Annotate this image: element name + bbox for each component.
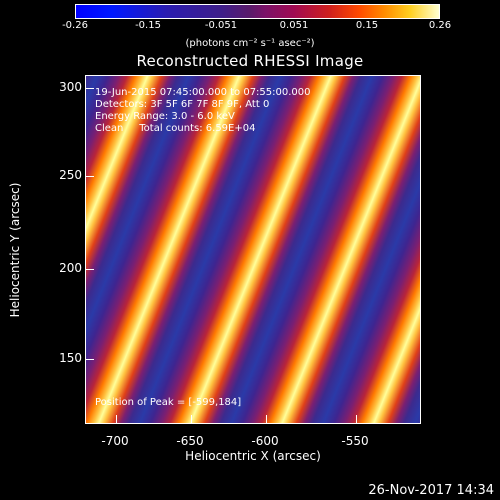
colorbar-tick: 0.26	[428, 20, 452, 31]
timestamp-footer: 26-Nov-2017 14:34	[368, 483, 494, 498]
colorbar-tick: -0.15	[135, 20, 161, 31]
x-tick-mark	[191, 415, 192, 423]
peak-position: Position of Peak = [-599,184]	[95, 397, 242, 408]
y-tick-label: 150	[59, 351, 82, 365]
y-tick-label: 200	[59, 261, 82, 275]
info-line-energy: Energy Range: 3.0 - 6.0 keV	[95, 111, 235, 122]
y-tick-mark	[86, 88, 94, 89]
y-tick-mark	[86, 269, 94, 270]
image-title: Reconstructed RHESSI Image	[136, 52, 364, 70]
y-axis-label: Heliocentric Y (arcsec)	[8, 182, 22, 318]
colorbar-tick: -0.051	[204, 20, 238, 31]
x-tick-label: -550	[341, 434, 369, 448]
colorbar	[75, 4, 440, 19]
info-line-time: 19-Jun-2015 07:45:00.000 to 07:55:00.000	[95, 87, 311, 98]
info-line-detectors: Detectors: 3F 5F 6F 7F 8F 9F, Att 0	[95, 99, 270, 110]
colorbar-tick: -0.26	[62, 20, 88, 31]
rhessi-image	[85, 75, 421, 424]
y-tick-label: 250	[59, 168, 82, 182]
y-tick-mark	[86, 176, 94, 177]
x-tick-mark	[356, 415, 357, 423]
x-tick-label: -650	[176, 434, 204, 448]
x-tick-label: -700	[101, 434, 129, 448]
info-line-counts: Clean Total counts: 6.59E+04	[95, 123, 256, 134]
colorbar-unit: (photons cm⁻² s⁻¹ asec⁻²)	[185, 38, 315, 49]
x-axis-label: Heliocentric X (arcsec)	[185, 449, 321, 463]
x-tick-mark	[116, 415, 117, 423]
colorbar-tick: 0.15	[355, 20, 379, 31]
colorbar-tick: 0.051	[279, 20, 309, 31]
x-tick-mark	[266, 415, 267, 423]
y-tick-label: 300	[59, 80, 82, 94]
x-tick-label: -600	[251, 434, 279, 448]
y-tick-mark	[86, 359, 94, 360]
